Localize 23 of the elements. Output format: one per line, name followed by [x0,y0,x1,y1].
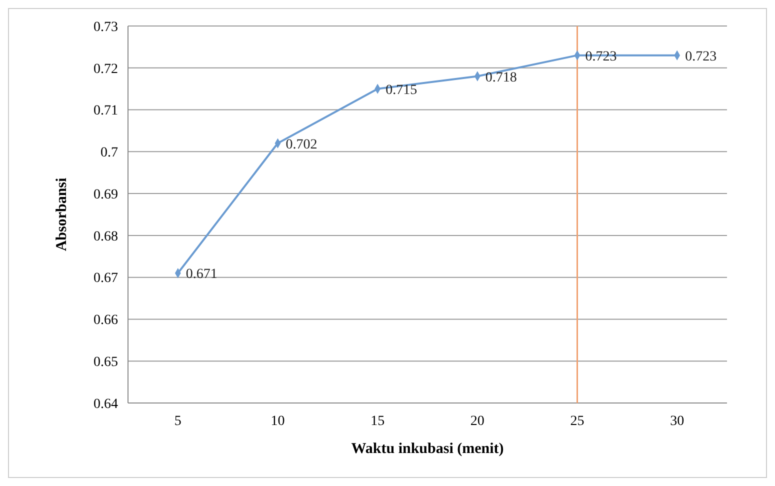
y-tick-label: 0.69 [94,187,118,202]
data-label: 0.723 [685,49,717,64]
x-tick-label: 10 [270,414,285,429]
x-tick-label: 5 [174,414,182,429]
y-tick-label: 0.66 [94,313,118,328]
data-label: 0.671 [186,267,218,282]
y-tick-label: 0.65 [94,355,118,370]
data-label: 0.702 [286,137,318,152]
x-tick-label: 25 [570,414,584,429]
data-label: 0.715 [386,82,418,98]
x-axis-title: Waktu inkubasi (menit) [351,441,504,457]
x-tick-label: 30 [670,414,684,429]
x-tick-label: 15 [370,414,385,429]
y-tick-label: 0.71 [94,104,118,119]
x-tick-label: 20 [470,414,484,429]
y-axis-title: Absorbansi [54,178,70,252]
y-tick-label: 0.67 [94,271,118,286]
y-tick-label: 0.64 [94,396,118,412]
y-tick-label: 0.72 [94,62,118,77]
y-tick-label: 0.73 [94,20,118,35]
y-tick-label: 0.68 [94,229,118,244]
data-label: 0.718 [485,70,517,86]
y-tick-label: 0.7 [100,146,118,161]
